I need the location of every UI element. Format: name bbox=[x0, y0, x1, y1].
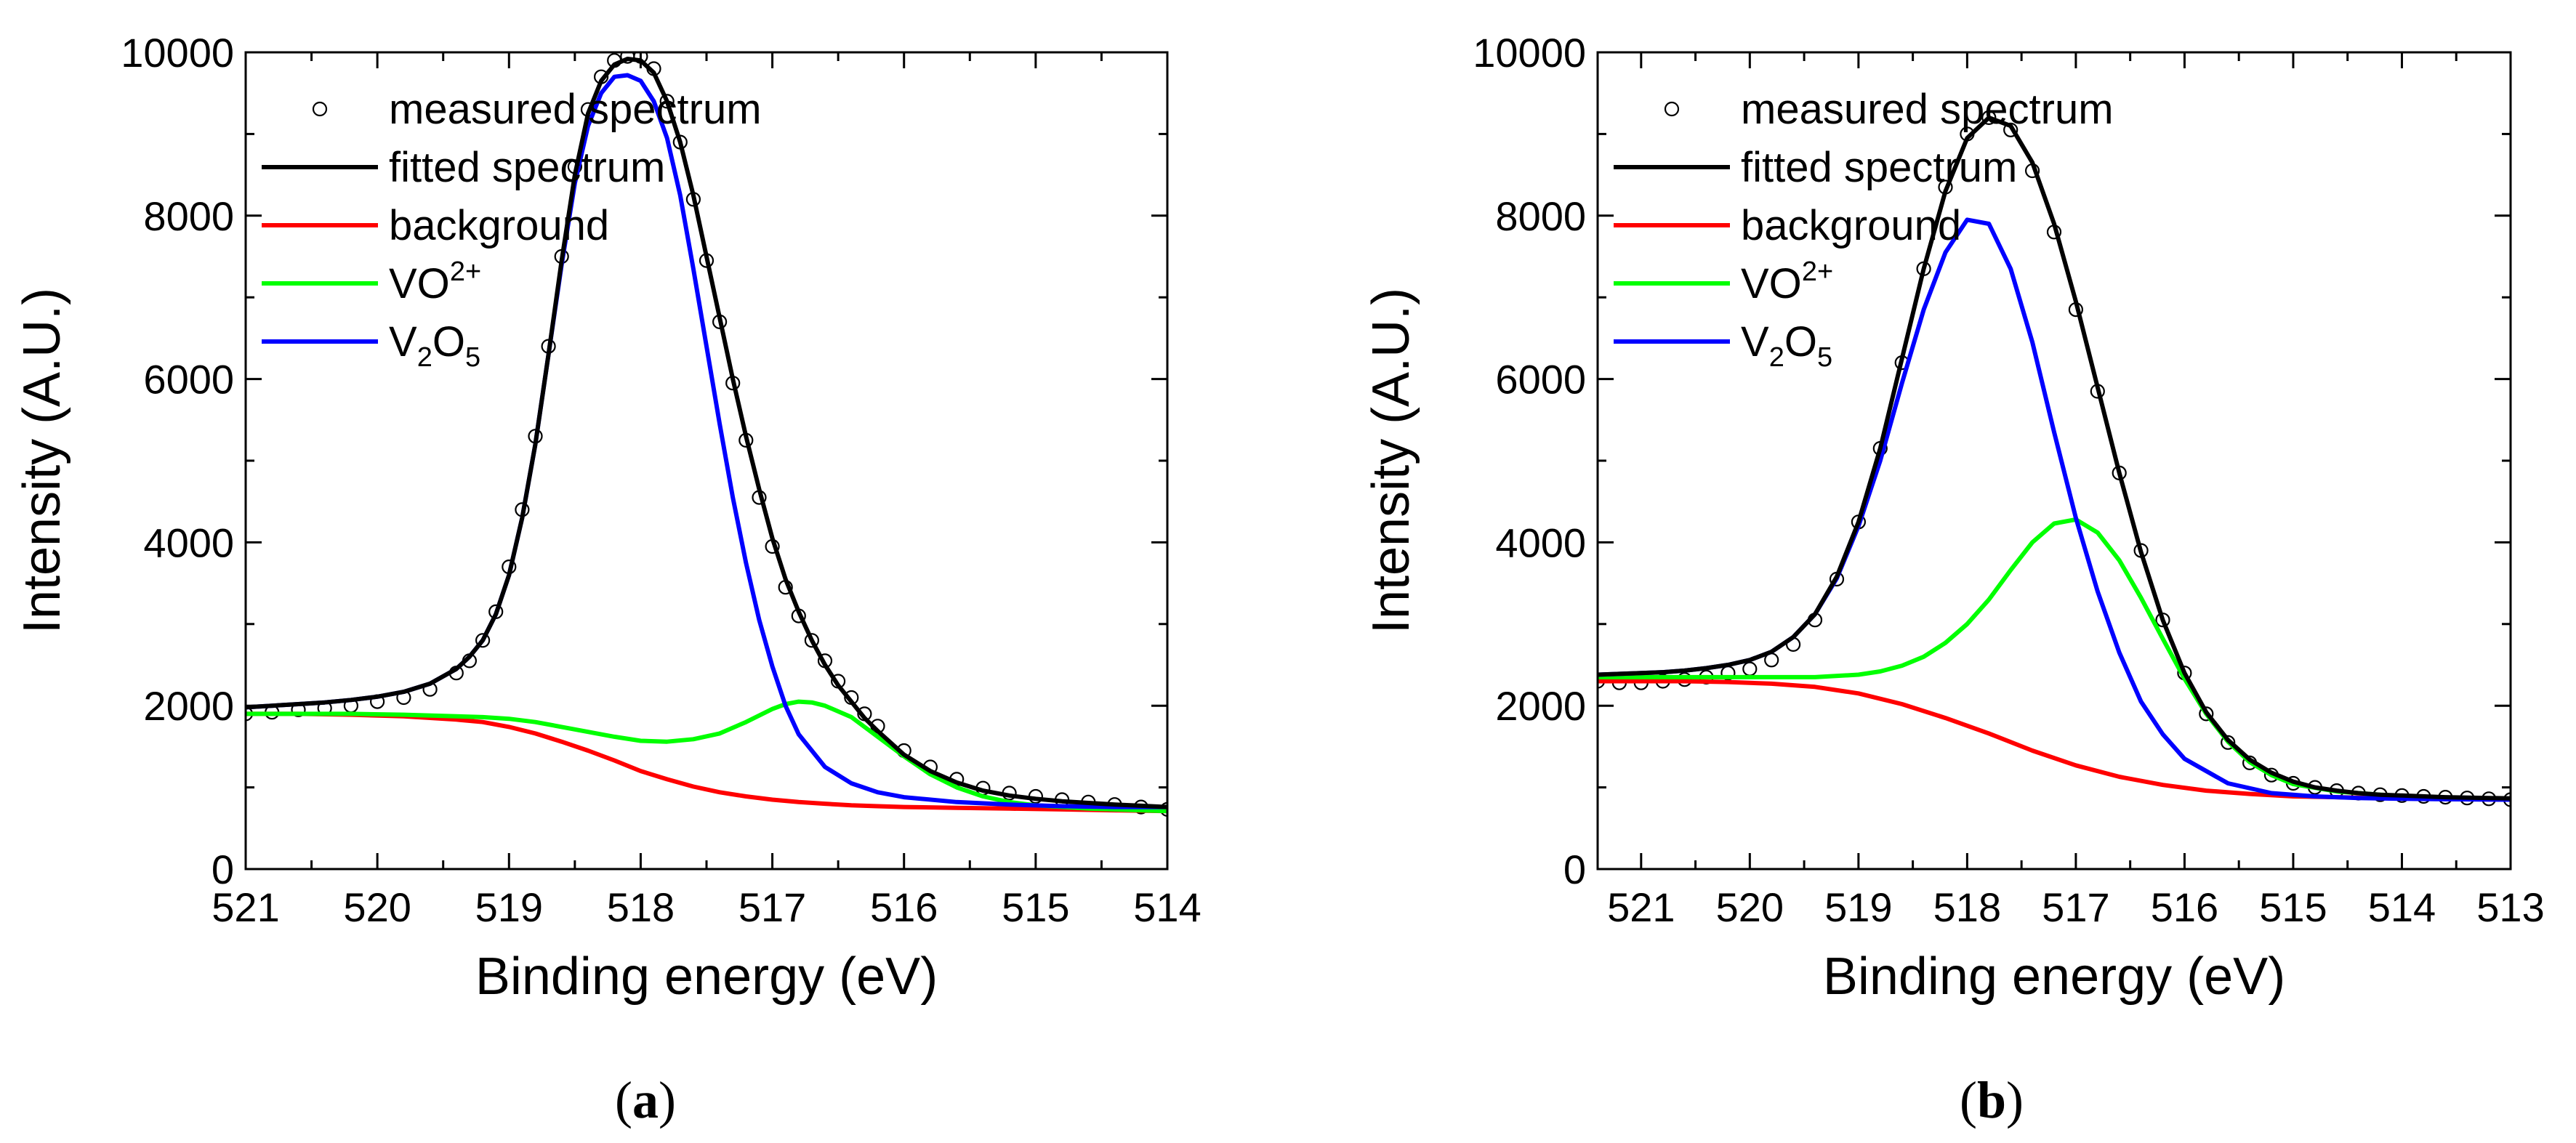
x-tick-label: 516 bbox=[870, 884, 938, 930]
chart-panel-a: 521 520 519 518 517 516 515 514 0 2000 4000 6000 800… bbox=[13, 30, 1202, 1129]
legend-label-v2o5: V2O5 bbox=[1741, 318, 1832, 373]
y-axis-title-a: Intensity (A.U.) bbox=[13, 288, 71, 634]
x-tick-label: 518 bbox=[1933, 884, 2001, 930]
series-line-fitted-a bbox=[246, 57, 1167, 809]
data-point-measured bbox=[804, 633, 820, 648]
chart-panel-b: 521 520 519 518 517 516 515 514 513 0 2000 4000 6000… bbox=[1362, 30, 2545, 1129]
series-measured-b bbox=[1598, 110, 2511, 807]
ticks-a: 521 520 519 518 517 516 515 514 0 2000 4000 6000 800… bbox=[121, 30, 1201, 930]
x-tick-label: 515 bbox=[1002, 884, 1069, 930]
x-tick-label: 520 bbox=[1716, 884, 1784, 930]
y-tick-label: 8000 bbox=[143, 193, 234, 239]
x-tick-label: 521 bbox=[212, 884, 279, 930]
data-point-measured bbox=[2221, 735, 2236, 750]
x-tick-label: 517 bbox=[2042, 884, 2109, 930]
x-tick-label: 517 bbox=[738, 884, 806, 930]
series-line-v2o5-b bbox=[1598, 217, 2511, 802]
legend-label-v2o5: V2O5 bbox=[389, 318, 480, 373]
x-axis-title-a: Binding energy (eV) bbox=[475, 948, 938, 1006]
series-line-background-b bbox=[1598, 679, 2511, 802]
x-tick-label: 519 bbox=[475, 884, 543, 930]
series-line-vo2-b bbox=[1598, 517, 2511, 802]
legend-label-background: background bbox=[1741, 202, 1961, 249]
y-tick-label: 10000 bbox=[121, 30, 234, 76]
panel-label-a-letter: a bbox=[632, 1071, 659, 1129]
panel-label-b: (b) bbox=[1960, 1071, 2024, 1129]
y-tick-label: 10000 bbox=[1473, 30, 1586, 76]
x-axis-title-b: Binding energy (eV) bbox=[1823, 948, 2285, 1006]
y-tick-label: 6000 bbox=[143, 357, 234, 403]
plot-frame-a bbox=[244, 51, 1169, 871]
legend-label-fitted: fitted spectrum bbox=[1741, 144, 2017, 191]
x-tick-label: 516 bbox=[2151, 884, 2218, 930]
y-tick-label: 2000 bbox=[1495, 683, 1586, 729]
legend-label-vo2: VO2+ bbox=[389, 257, 481, 307]
legend-a: measured spectrum fitted spectrum backgrou… bbox=[262, 86, 762, 373]
series-line-vo2-a bbox=[246, 699, 1167, 814]
legend-marker-measured bbox=[1664, 101, 1680, 117]
legend-label-measured: measured spectrum bbox=[1741, 86, 2114, 133]
legend-b: measured spectrum fitted spectrum backgrou… bbox=[1614, 86, 2114, 373]
y-tick-label: 4000 bbox=[143, 520, 234, 565]
legend-label-background: background bbox=[389, 202, 609, 249]
series-line-fitted-b bbox=[1598, 115, 2511, 801]
data-point-measured bbox=[475, 633, 491, 648]
y-tick-label: 2000 bbox=[143, 683, 234, 729]
plot-frame-b bbox=[1596, 51, 2512, 871]
data-point-measured bbox=[2003, 122, 2018, 137]
y-tick-label: 0 bbox=[212, 847, 234, 892]
panel-label-b-letter: b bbox=[1977, 1071, 2006, 1129]
x-tick-label: 514 bbox=[1133, 884, 1201, 930]
x-tick-label: 520 bbox=[343, 884, 411, 930]
series-line-background-a bbox=[246, 711, 1167, 814]
ticks-b: 521 520 519 518 517 516 515 514 513 0 2000 4000 6000… bbox=[1473, 30, 2544, 930]
legend-label-fitted: fitted spectrum bbox=[389, 144, 665, 191]
series-layer-a bbox=[246, 52, 1167, 817]
y-axis-title-b: Intensity (A.U.) bbox=[1362, 288, 1420, 634]
series-layer-b bbox=[1598, 110, 2511, 807]
series-measured-a bbox=[246, 52, 1167, 817]
y-tick-label: 4000 bbox=[1495, 520, 1586, 565]
legend-label-measured: measured spectrum bbox=[389, 86, 762, 133]
y-tick-label: 8000 bbox=[1495, 193, 1586, 239]
data-point-measured bbox=[2199, 706, 2214, 722]
x-tick-label: 514 bbox=[2368, 884, 2436, 930]
x-tick-label: 513 bbox=[2476, 884, 2544, 930]
x-tick-label: 518 bbox=[607, 884, 675, 930]
panel-label-a: (a) bbox=[615, 1071, 676, 1129]
legend-marker-measured bbox=[312, 101, 328, 117]
y-tick-label: 6000 bbox=[1495, 357, 1586, 403]
x-tick-label: 515 bbox=[2259, 884, 2327, 930]
x-tick-label: 519 bbox=[1824, 884, 1892, 930]
data-point-measured bbox=[1981, 110, 1997, 125]
y-tick-label: 0 bbox=[1563, 847, 1586, 892]
legend-label-vo2: VO2+ bbox=[1741, 257, 1833, 307]
x-tick-label: 521 bbox=[1607, 884, 1675, 930]
data-point-measured bbox=[1742, 661, 1758, 676]
